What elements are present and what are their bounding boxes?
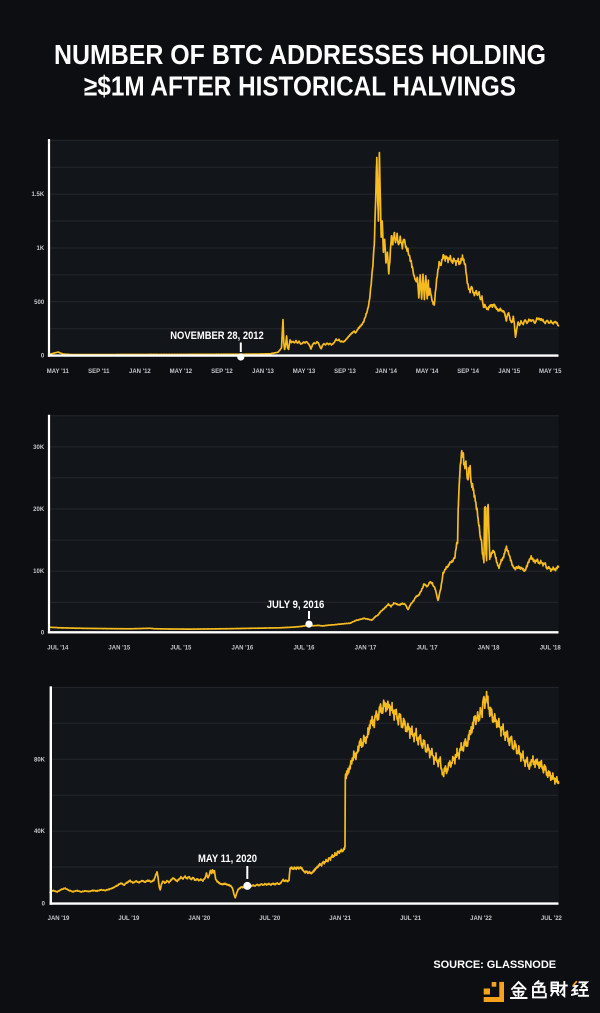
svg-text:0: 0 (41, 630, 45, 636)
svg-text:1K: 1K (37, 246, 45, 252)
svg-text:MAY '14: MAY '14 (416, 369, 439, 375)
svg-text:MAY '15: MAY '15 (539, 369, 562, 375)
svg-text:JUL '18: JUL '18 (540, 645, 562, 651)
svg-text:JAN '16: JAN '16 (232, 645, 254, 651)
svg-text:JAN '15: JAN '15 (108, 645, 130, 651)
svg-text:JAN '20: JAN '20 (188, 916, 210, 922)
svg-text:JUL '21: JUL '21 (400, 916, 422, 922)
svg-text:JAN '14: JAN '14 (375, 369, 397, 375)
svg-text:JAN '12: JAN '12 (129, 369, 151, 375)
svg-text:MAY '11: MAY '11 (47, 369, 70, 375)
svg-text:MAY '13: MAY '13 (293, 369, 316, 375)
svg-text:MAY '12: MAY '12 (170, 369, 193, 375)
svg-text:0: 0 (42, 902, 46, 908)
svg-text:JAN '17: JAN '17 (355, 645, 377, 651)
svg-text:JAN '19: JAN '19 (48, 916, 70, 922)
svg-text:SEP '14: SEP '14 (457, 369, 479, 375)
svg-text:NUMBER OF BTC ADDRESSES HOLDIN: NUMBER OF BTC ADDRESSES HOLDING (54, 39, 546, 70)
svg-text:JAN '21: JAN '21 (329, 916, 351, 922)
svg-text:500: 500 (34, 300, 45, 306)
svg-text:JUL '15: JUL '15 (170, 645, 192, 651)
svg-text:MAY 11, 2020: MAY 11, 2020 (198, 853, 257, 865)
svg-text:SEP '13: SEP '13 (334, 369, 356, 375)
svg-text:JUL '20: JUL '20 (259, 916, 281, 922)
svg-text:40K: 40K (34, 829, 46, 835)
svg-text:30K: 30K (33, 445, 45, 451)
svg-text:JAN '15: JAN '15 (498, 369, 520, 375)
svg-text:JAN '22: JAN '22 (470, 916, 492, 922)
svg-text:JUL '16: JUL '16 (294, 645, 316, 651)
svg-text:NOVEMBER 28, 2012: NOVEMBER 28, 2012 (170, 330, 264, 342)
svg-text:JUL '19: JUL '19 (118, 916, 140, 922)
svg-text:20K: 20K (33, 507, 45, 513)
svg-text:JUL '14: JUL '14 (47, 645, 69, 651)
svg-text:≥$1M AFTER HISTORICAL HALVINGS: ≥$1M AFTER HISTORICAL HALVINGS (84, 71, 516, 102)
svg-text:80K: 80K (34, 757, 46, 763)
svg-text:SEP '11: SEP '11 (88, 369, 110, 375)
svg-text:JAN '13: JAN '13 (252, 369, 274, 375)
svg-text:10K: 10K (33, 569, 45, 575)
svg-text:JUL '17: JUL '17 (417, 645, 439, 651)
svg-text:SEP '12: SEP '12 (211, 369, 233, 375)
svg-text:1.5K: 1.5K (32, 192, 45, 198)
svg-text:JUL '22: JUL '22 (541, 916, 563, 922)
svg-text:0: 0 (41, 354, 45, 360)
svg-text:JAN '18: JAN '18 (478, 645, 500, 651)
svg-text:JULY 9, 2016: JULY 9, 2016 (267, 599, 325, 611)
